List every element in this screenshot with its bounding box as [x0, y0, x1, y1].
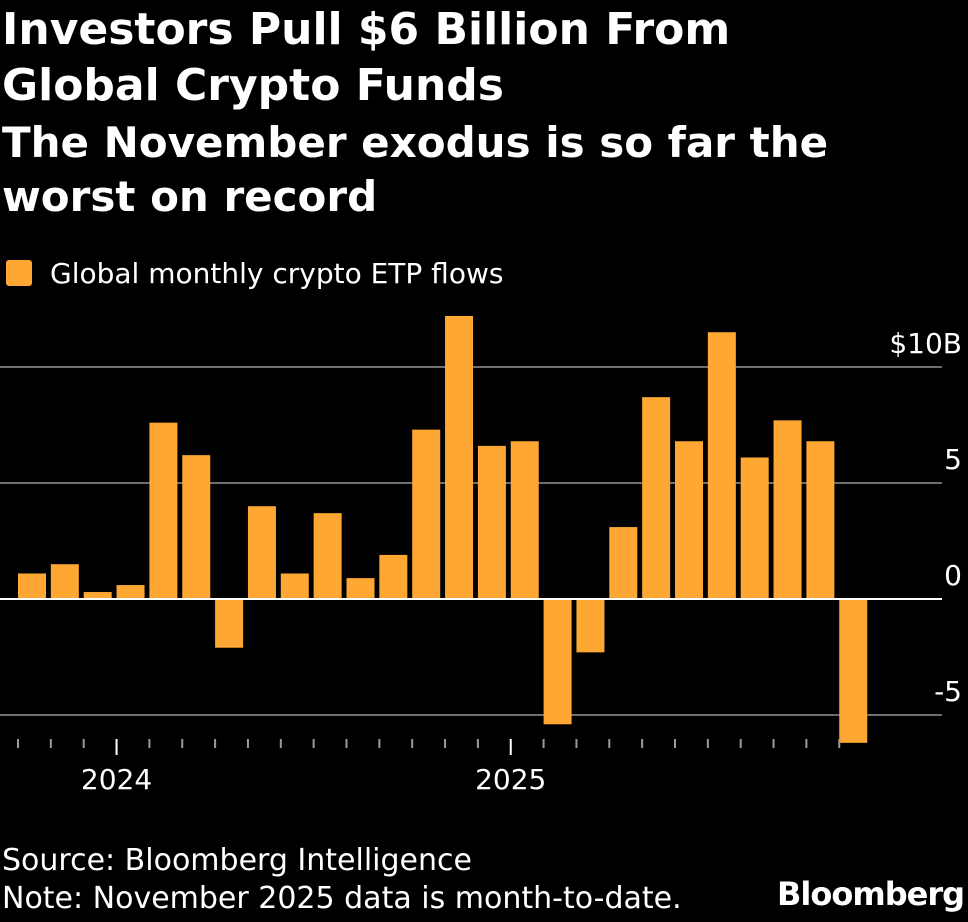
- bar: [609, 527, 638, 599]
- bar: [806, 441, 835, 599]
- bar: [116, 585, 145, 599]
- bar: [510, 441, 539, 599]
- legend-swatch: [6, 260, 32, 286]
- y-tick-label: $10B: [889, 327, 962, 360]
- chart-subtitle: The November exodus is so far the worst …: [2, 118, 829, 221]
- bar: [839, 599, 868, 743]
- bloomberg-logo: Bloomberg: [777, 875, 965, 913]
- bar: [445, 315, 474, 599]
- y-tick-label: 5: [944, 443, 962, 476]
- bar: [412, 429, 441, 599]
- bar: [675, 441, 703, 599]
- bar: [346, 578, 375, 599]
- bar: [707, 332, 736, 599]
- bar: [83, 592, 112, 599]
- source-note: Source: Bloomberg Intelligence: [2, 843, 472, 878]
- bar: [773, 420, 802, 599]
- x-tick-label: 2024: [81, 763, 152, 796]
- bar: [379, 554, 408, 599]
- chart-title: Investors Pull $6 Billion From Global Cr…: [2, 4, 731, 111]
- x-tick-label: 2025: [475, 763, 546, 796]
- bar: [280, 573, 309, 599]
- bar: [182, 455, 211, 599]
- bar: [543, 599, 572, 725]
- y-tick-label: 0: [944, 559, 962, 592]
- bar: [50, 564, 79, 599]
- chart-legend: Global monthly crypto ETP flows: [6, 255, 503, 291]
- bar: [576, 599, 605, 653]
- bar: [313, 513, 342, 599]
- bar: [477, 445, 506, 599]
- bar: [215, 599, 244, 648]
- bar: [149, 422, 178, 599]
- bar-chart: $10B 5 0 -5 2024 2025: [0, 315, 962, 796]
- bar: [247, 506, 276, 599]
- bar: [740, 457, 769, 599]
- bar: [642, 397, 671, 599]
- footnote: Note: November 2025 data is month-to-dat…: [2, 881, 682, 916]
- y-tick-label: -5: [934, 675, 962, 708]
- bar: [18, 573, 46, 599]
- legend-label: Global monthly crypto ETP flows: [50, 256, 504, 290]
